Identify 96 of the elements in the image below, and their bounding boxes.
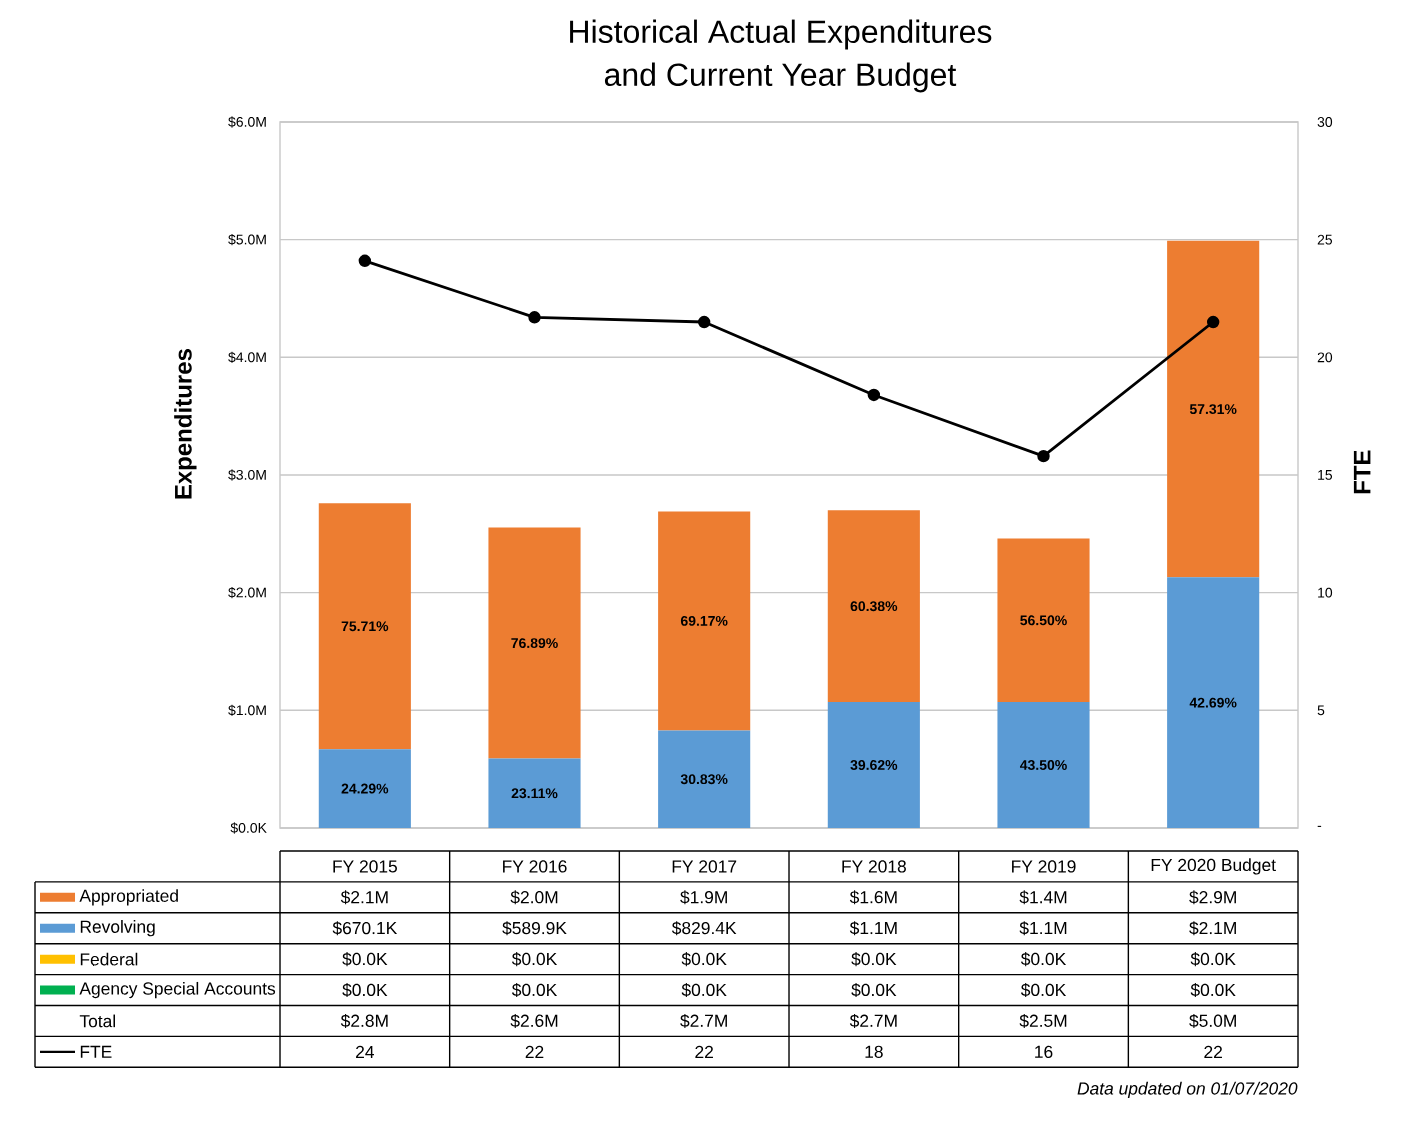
text: $2.6M [510,1013,558,1028]
data-label: $2.9M [1189,890,1236,905]
legend-label: FTE [80,1045,112,1058]
data-label: 16 [1035,1045,1053,1058]
bar [658,730,751,828]
legend-label: Agency Special Accounts [79,981,276,999]
y-tick-label: $2.0M [228,587,266,599]
text: $2.5M [1019,1013,1067,1028]
bar [1167,577,1260,828]
y-axis-title: Expenditures [174,349,197,499]
data-label: $0.0K [1020,952,1067,967]
data-label: 24 [356,1045,374,1058]
annotation: 39.62% [850,760,898,770]
data-label: $0.0K [851,982,897,998]
point [867,388,881,402]
point [528,311,541,324]
data-label: $0.0K [681,952,727,967]
data-label: $0.0K [1190,952,1236,967]
text: $5.0M [1189,1013,1236,1028]
bar [658,511,751,731]
annotation: 56.50% [1020,615,1067,626]
legend-label: Revolving [80,920,155,937]
data-label: $589.9K [502,921,567,936]
y2-tick-label: 25 [1317,234,1333,245]
data-label: $1.6M [849,890,897,905]
data-label: $0.0K [511,952,558,967]
y2-tick-label: 10 [1318,587,1333,598]
point [1037,449,1050,463]
data-label: $2.0M [510,890,558,905]
y-tick-label: $3.0M [228,469,266,481]
annotation: 43.50% [1019,760,1067,770]
annotation: 42.69% [1189,697,1237,708]
point [1206,315,1220,329]
x-tick-label: FY 2017 [672,860,737,873]
text: Data updated on 01/07/2020 [1077,1081,1298,1099]
y2-tick-label: 15 [1318,470,1333,480]
data-label: $670.1K [332,921,398,936]
bar [488,527,581,759]
bar [997,702,1090,828]
data-label: $1.1M [849,921,897,936]
annotation: 75.71% [341,621,389,632]
y-tick-label: $1.0M [228,704,266,716]
y2-tick-label: - [1317,825,1322,827]
data-label: 22 [525,1045,544,1058]
bar [488,758,581,828]
data-label: $0.0K [1190,982,1236,998]
text: $2.7M [680,1013,727,1028]
annotation: 57.31% [1189,404,1237,415]
data-label: $2.1M [1189,921,1236,936]
y-tick-label: $4.0M [228,351,266,363]
y2-tick-label: 5 [1317,705,1325,716]
point [697,315,711,329]
y2-tick-label: 30 [1317,117,1333,127]
data-label: $0.0K [681,982,727,998]
chart-title: Historical Actual Expenditures and Current Year Budget [570,19,992,93]
bar [997,538,1090,703]
y-tick-label: $0.0K [230,822,267,834]
y-tick-label: $6.0M [228,116,266,128]
bar [318,749,411,828]
data-label: 22 [1204,1045,1222,1058]
data-label: $0.0K [511,982,558,998]
annotation: 60.38% [850,601,898,612]
data-label: $0.0K [1020,982,1067,998]
text: $2.8M [340,1013,388,1028]
data-label: $1.4M [1019,890,1067,905]
y2-axis-title: FTE [1353,450,1371,494]
y-tick-label: $5.0M [228,233,266,246]
x-tick-label: FY 2018 [842,860,906,873]
data-label: $2.1M [340,890,388,905]
data-label: $0.0K [342,982,388,998]
bar [318,503,411,750]
data-label: $0.0K [851,952,897,967]
text: Total [79,1014,116,1028]
point [358,254,372,268]
data-label: $1.1M [1019,921,1067,936]
x-tick-label: FY 2016 [503,860,567,873]
bar [1167,240,1260,578]
annotation: 24.29% [341,783,389,794]
legend-label: Federal [80,952,138,966]
bar [827,702,920,828]
data-label: $829.4K [671,921,737,936]
annotation: 23.11% [511,788,558,799]
x-tick-label: FY 2020 Budget [1151,858,1276,875]
data-label: 22 [695,1045,713,1058]
y2-tick-label: 20 [1317,352,1333,363]
legend-label: Appropriated [79,889,178,906]
annotation: 76.89% [511,638,558,649]
x-tick-label: FY 2019 [1012,860,1076,873]
data-label: $0.0K [342,952,388,967]
annotation: 69.17% [680,615,728,626]
x-tick-label: FY 2015 [333,860,397,873]
data-label: 18 [865,1045,883,1058]
data-label: $1.9M [680,890,727,905]
annotation: 30.83% [680,774,728,785]
bar [827,510,920,703]
text: $2.7M [849,1013,897,1028]
